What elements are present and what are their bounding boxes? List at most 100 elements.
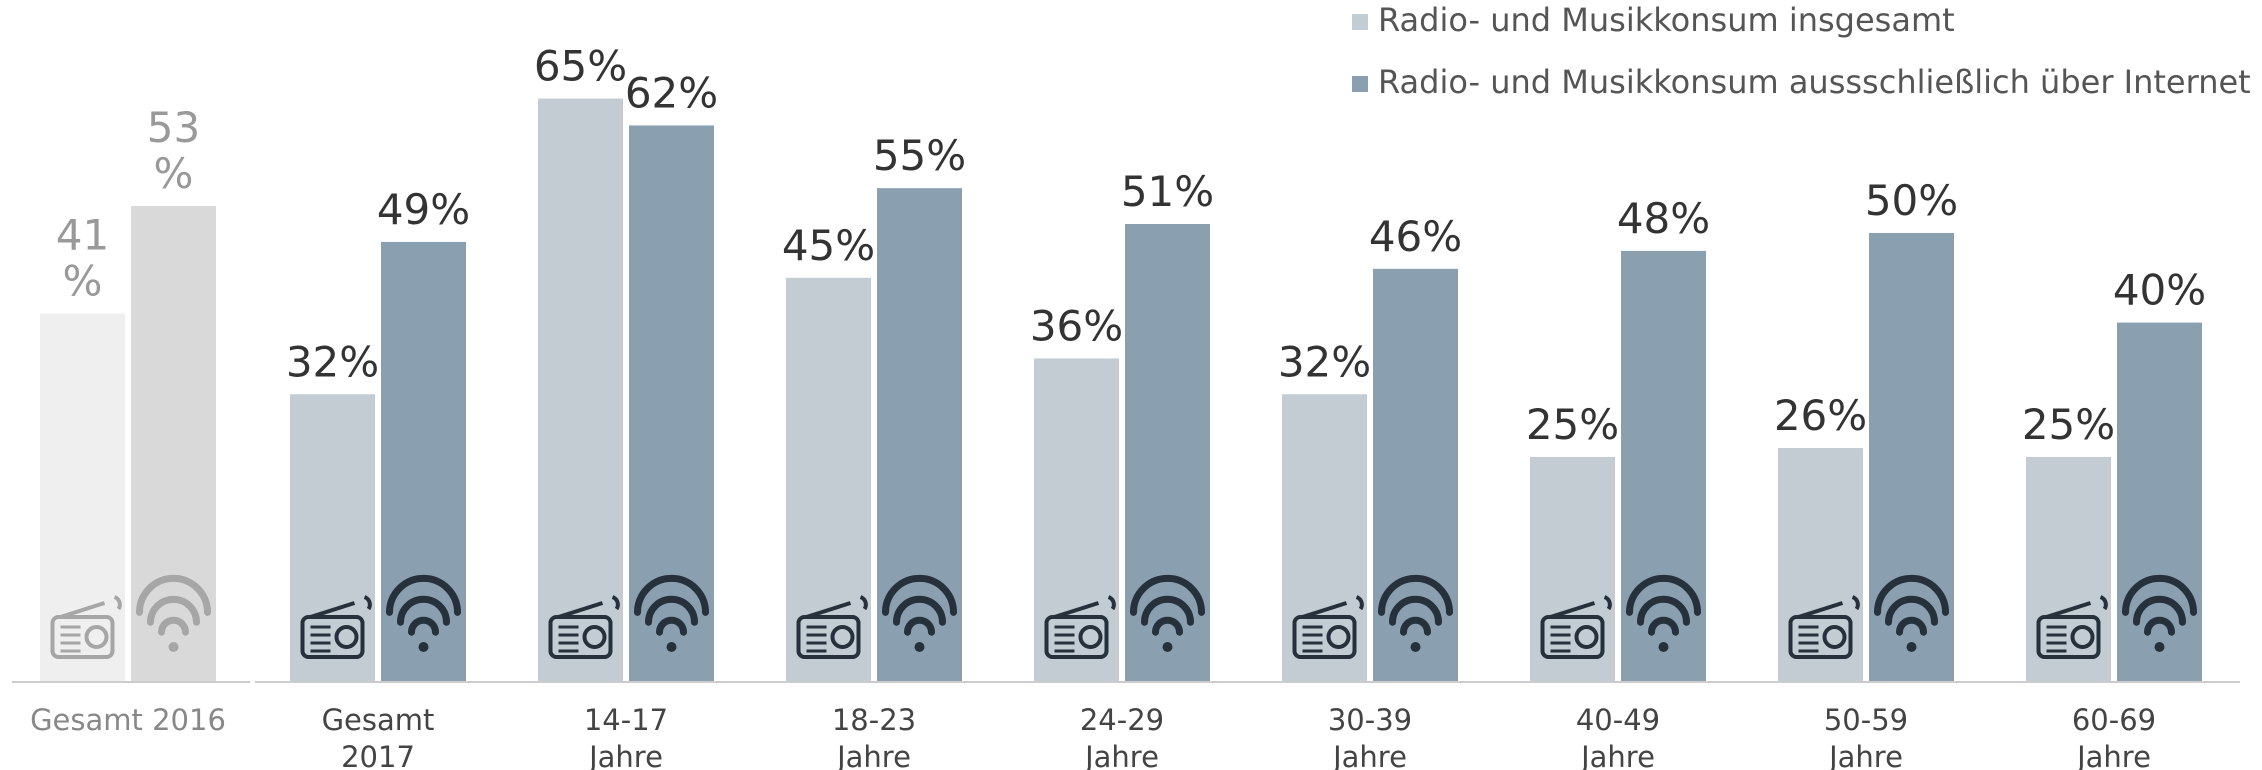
wifi-arc: [1141, 595, 1194, 626]
wifi-arc: [408, 616, 439, 636]
wifi-arc: [904, 616, 935, 636]
radio-wave: [1355, 595, 1364, 611]
wifi-icon: [1874, 574, 1949, 652]
x-tick-label: Gesamt 2017: [322, 703, 435, 770]
legend-swatch: [1352, 14, 1368, 30]
wifi-arc: [1378, 574, 1453, 616]
wifi-arc: [147, 595, 200, 626]
value-label: 32%: [1278, 337, 1371, 386]
wifi-icon: [882, 574, 957, 652]
value-label: 62%: [625, 68, 718, 117]
wifi-icon: [136, 574, 211, 652]
bar: [1621, 250, 1706, 682]
wifi-dot: [666, 642, 677, 652]
wifi-arc: [656, 616, 687, 636]
bar: [538, 98, 623, 681]
bar: [786, 277, 871, 681]
radio-dial: [830, 625, 855, 649]
x-tick-label: 40-49 Jahre: [1576, 703, 1660, 770]
x-tick-label: 30-39 Jahre: [1328, 703, 1412, 770]
radio-icon: [300, 595, 372, 659]
radio-antenna: [805, 601, 852, 619]
radio-body: [1540, 615, 1605, 659]
wifi-dot: [2154, 642, 2165, 652]
wifi-arc: [1874, 574, 1949, 616]
radio-wave: [363, 595, 372, 611]
bar: [131, 206, 216, 681]
wifi-dot: [418, 642, 429, 652]
radio-antenna: [1549, 601, 1596, 619]
radio-body: [2036, 615, 2101, 659]
legend-label: Radio- und Musikkonsum insgesamt: [1378, 1, 1955, 39]
value-label: 51%: [1121, 167, 1214, 216]
wifi-arc: [2144, 616, 2175, 636]
radio-icon: [1292, 595, 1364, 659]
x-tick-label: 18-23 Jahre: [832, 703, 916, 770]
radio-antenna: [1301, 601, 1348, 619]
radio-antenna: [1053, 601, 1100, 619]
radio-wave: [113, 595, 122, 611]
value-label: 53%: [147, 103, 200, 198]
wifi-arc: [386, 574, 461, 616]
wifi-arc: [136, 574, 211, 616]
x-tick-label: Gesamt 2016: [30, 703, 226, 737]
wifi-dot: [1410, 642, 1421, 652]
wifi-dot: [1162, 642, 1173, 652]
radio-antenna: [557, 601, 604, 619]
wifi-arc: [1637, 595, 1690, 626]
x-tick-label: 50-59 Jahre: [1824, 703, 1908, 770]
radio-antenna: [1797, 601, 1844, 619]
value-label: 36%: [1030, 301, 1123, 350]
radio-antenna: [2045, 601, 2092, 619]
radio-wave: [1851, 595, 1860, 611]
wifi-icon: [634, 574, 709, 652]
wifi-arc: [1400, 616, 1431, 636]
radio-body: [50, 615, 115, 659]
value-label: 25%: [1526, 399, 1619, 448]
value-label: 32%: [286, 337, 379, 386]
radio-body: [1292, 615, 1357, 659]
wifi-dot: [1906, 642, 1917, 652]
radio-icon: [796, 595, 868, 659]
radio-dial: [1078, 625, 1103, 649]
value-label: 45%: [782, 220, 875, 269]
radio-icon: [50, 595, 122, 659]
wifi-arc: [1626, 574, 1701, 616]
value-label: 55%: [873, 131, 966, 180]
radio-dial: [334, 625, 359, 649]
wifi-arc: [2133, 595, 2186, 626]
wifi-icon: [2122, 574, 2197, 652]
wifi-arc: [882, 574, 957, 616]
radio-icon: [1540, 595, 1612, 659]
wifi-arc: [1885, 595, 1938, 626]
radio-body: [1044, 615, 1109, 659]
radio-wave: [1603, 595, 1612, 611]
wifi-dot: [168, 642, 179, 652]
wifi-arc: [1130, 574, 1205, 616]
radio-icon: [2036, 595, 2108, 659]
bar: [1373, 268, 1458, 681]
radio-dial: [84, 625, 109, 649]
radio-icon: [1788, 595, 1860, 659]
value-label: 65%: [534, 41, 627, 90]
value-label: 48%: [1617, 193, 1710, 242]
radio-dial: [1822, 625, 1847, 649]
radio-icon: [1044, 595, 1116, 659]
radio-dial: [2070, 625, 2095, 649]
value-label: 25%: [2022, 399, 2115, 448]
wifi-arc: [645, 595, 698, 626]
radio-body: [548, 615, 613, 659]
wifi-arc: [634, 574, 709, 616]
wifi-arc: [1896, 616, 1927, 636]
wifi-dot: [1658, 642, 1669, 652]
wifi-arc: [1152, 616, 1183, 636]
bar: [877, 188, 962, 681]
radio-wave: [611, 595, 620, 611]
radio-antenna: [59, 601, 106, 619]
x-tick-label: 60-69 Jahre: [2072, 703, 2156, 770]
radio-wave: [1107, 595, 1116, 611]
wifi-arc: [1389, 595, 1442, 626]
radio-antenna: [309, 601, 356, 619]
radio-wave: [859, 595, 868, 611]
wifi-icon: [1626, 574, 1701, 652]
